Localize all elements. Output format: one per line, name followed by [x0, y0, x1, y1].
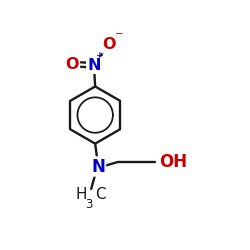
Text: N: N — [87, 58, 101, 73]
Text: H: H — [75, 187, 87, 202]
Text: 3: 3 — [85, 198, 92, 210]
Text: C: C — [95, 187, 105, 202]
Text: O: O — [66, 56, 79, 72]
Text: O: O — [102, 38, 116, 52]
Text: OH: OH — [159, 153, 187, 171]
Text: $^+$: $^+$ — [94, 52, 105, 65]
Text: $^-$: $^-$ — [112, 30, 123, 46]
Text: N: N — [91, 158, 105, 176]
